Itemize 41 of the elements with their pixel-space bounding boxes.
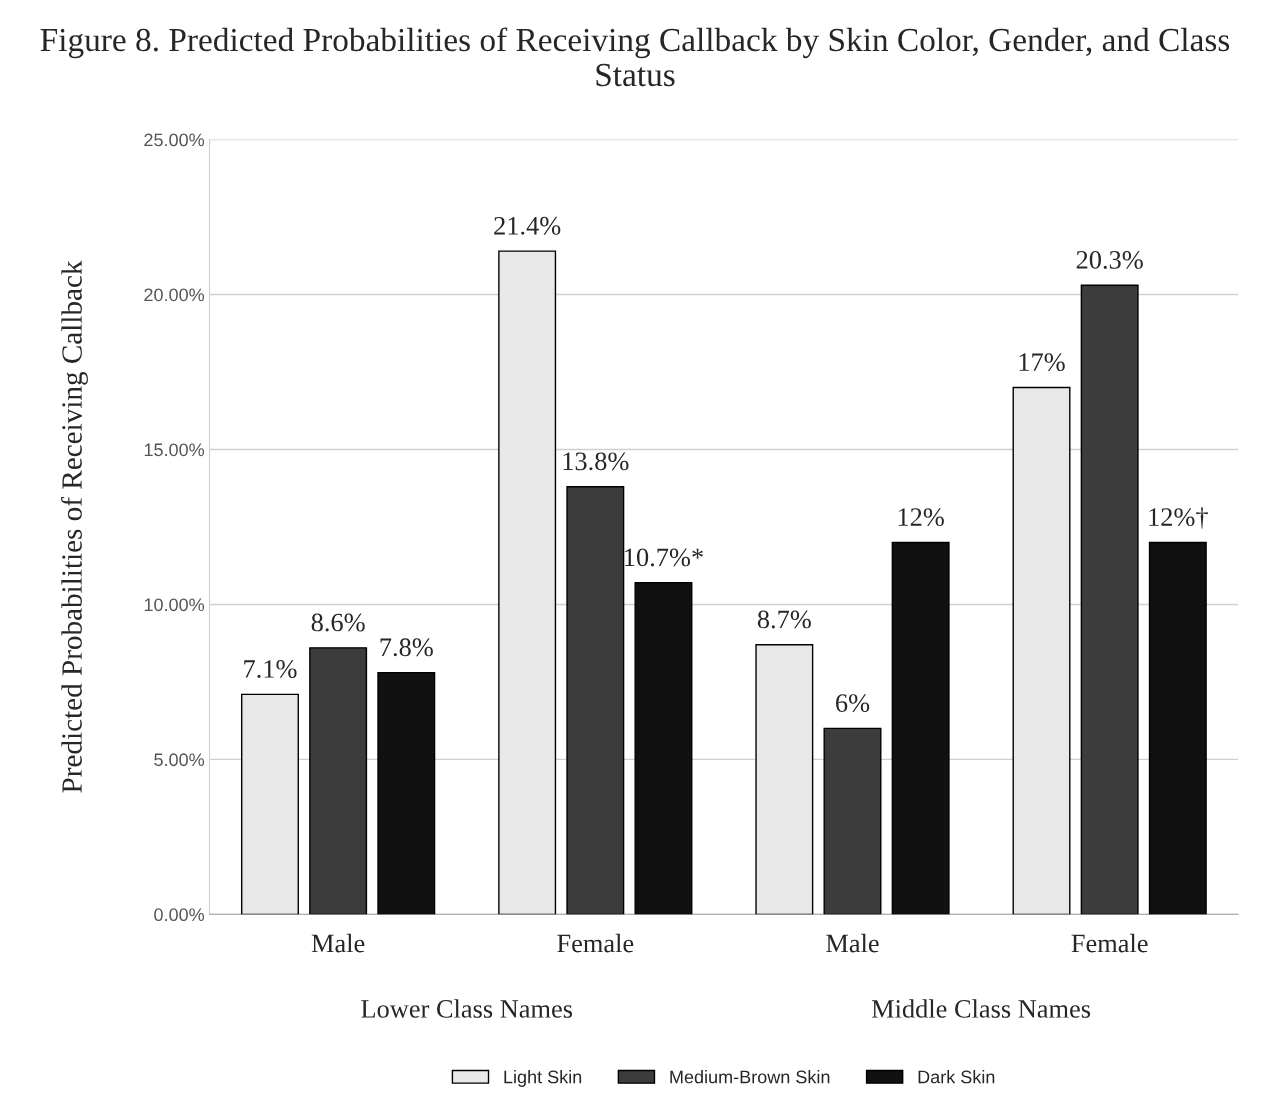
y-tick-label: 20.00% — [144, 288, 205, 302]
x-tick-label: Male — [826, 933, 879, 953]
y-tick-label: 15.00% — [144, 443, 205, 457]
x-tick-label: Female — [557, 933, 634, 953]
x-tick-label: Female — [1071, 933, 1148, 953]
y-tick-label: 0.00% — [154, 908, 205, 922]
data-label: 12%† — [1149, 507, 1208, 529]
bar — [1148, 541, 1207, 915]
data-label: 13.8% — [563, 452, 629, 471]
data-label: 10.7%* — [625, 548, 703, 567]
legend-label: Medium-Brown Skin — [670, 1070, 830, 1084]
data-label: 7.1% — [244, 660, 297, 678]
bar — [498, 250, 557, 915]
legend-label: Light Skin — [504, 1070, 582, 1087]
bar — [1080, 284, 1139, 915]
bar — [241, 693, 299, 915]
bar — [377, 671, 436, 915]
bar — [1012, 386, 1071, 915]
bar — [891, 541, 950, 915]
data-label: 6% — [836, 694, 870, 713]
x-tick-label: Male — [311, 933, 365, 953]
y-tick-label: 10.00% — [144, 598, 205, 612]
text: Middle Class Names — [871, 999, 1091, 1018]
bar — [823, 727, 882, 915]
bar — [634, 582, 693, 915]
data-label: 20.3% — [1076, 250, 1143, 269]
data-label: 17% — [1019, 353, 1065, 372]
y-tick-label: 25.00% — [144, 133, 205, 147]
bar — [566, 485, 625, 915]
data-label: 12% — [898, 508, 944, 527]
y-tick-label: 5.00% — [154, 753, 205, 767]
y-axis-title: Predicted Probabilities of Receiving Callback — [61, 260, 88, 793]
data-label: 21.4% — [494, 216, 561, 235]
data-label: 8.7% — [757, 610, 811, 629]
data-label: 8.6% — [311, 613, 365, 632]
text: Lower Class Names — [361, 999, 573, 1018]
data-label: 7.8% — [380, 638, 433, 657]
bar — [309, 647, 368, 915]
legend-label: Dark Skin — [918, 1070, 995, 1084]
bar — [755, 644, 814, 915]
chart-title: Figure 8. Predicted Probabilities of Receiving Callback by Skin Color, Gender, and Class Status — [40, 27, 1230, 87]
